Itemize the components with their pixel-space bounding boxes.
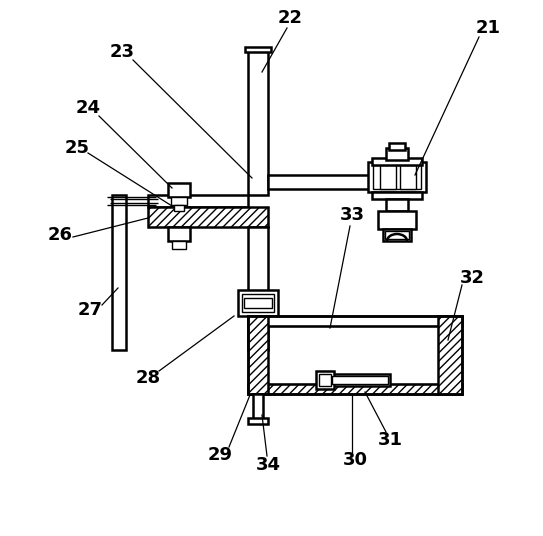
Bar: [171, 197, 187, 205]
Text: 24: 24: [75, 99, 100, 117]
Bar: [378, 211, 416, 229]
Text: 23: 23: [110, 43, 135, 61]
Text: 21: 21: [476, 19, 501, 37]
Bar: [168, 227, 190, 241]
Bar: [174, 205, 184, 211]
Bar: [330, 374, 390, 386]
Bar: [380, 165, 396, 189]
Bar: [248, 316, 462, 394]
Bar: [268, 175, 390, 189]
Bar: [242, 294, 274, 312]
Text: 25: 25: [65, 139, 90, 157]
Text: 28: 28: [135, 369, 161, 387]
Text: 32: 32: [459, 269, 484, 287]
Bar: [400, 165, 416, 189]
Bar: [389, 143, 405, 150]
Bar: [238, 290, 278, 316]
Bar: [168, 183, 190, 197]
Bar: [319, 374, 331, 386]
Bar: [248, 316, 268, 394]
Text: 30: 30: [343, 451, 368, 469]
Text: 27: 27: [78, 301, 103, 319]
Bar: [248, 316, 462, 326]
Bar: [244, 298, 272, 308]
Text: 22: 22: [277, 9, 302, 27]
Text: 29: 29: [207, 446, 232, 464]
Bar: [386, 148, 408, 160]
Text: 26: 26: [47, 226, 73, 244]
Bar: [248, 227, 268, 317]
Bar: [332, 376, 388, 384]
Bar: [368, 162, 426, 192]
Bar: [148, 195, 248, 207]
Bar: [245, 47, 271, 52]
Bar: [372, 192, 422, 199]
Bar: [253, 394, 263, 422]
Text: 33: 33: [339, 206, 364, 224]
Bar: [438, 316, 462, 394]
Bar: [385, 231, 409, 239]
Bar: [148, 207, 268, 227]
Bar: [112, 195, 126, 350]
Bar: [248, 340, 268, 350]
Bar: [373, 165, 421, 189]
Text: 31: 31: [377, 431, 402, 449]
Text: 34: 34: [256, 456, 281, 474]
Bar: [172, 241, 186, 249]
Bar: [248, 50, 268, 195]
Bar: [248, 418, 268, 424]
Bar: [316, 371, 334, 389]
Bar: [372, 158, 422, 165]
Bar: [383, 229, 411, 241]
Bar: [248, 384, 462, 394]
Bar: [386, 199, 408, 211]
Bar: [248, 316, 268, 340]
